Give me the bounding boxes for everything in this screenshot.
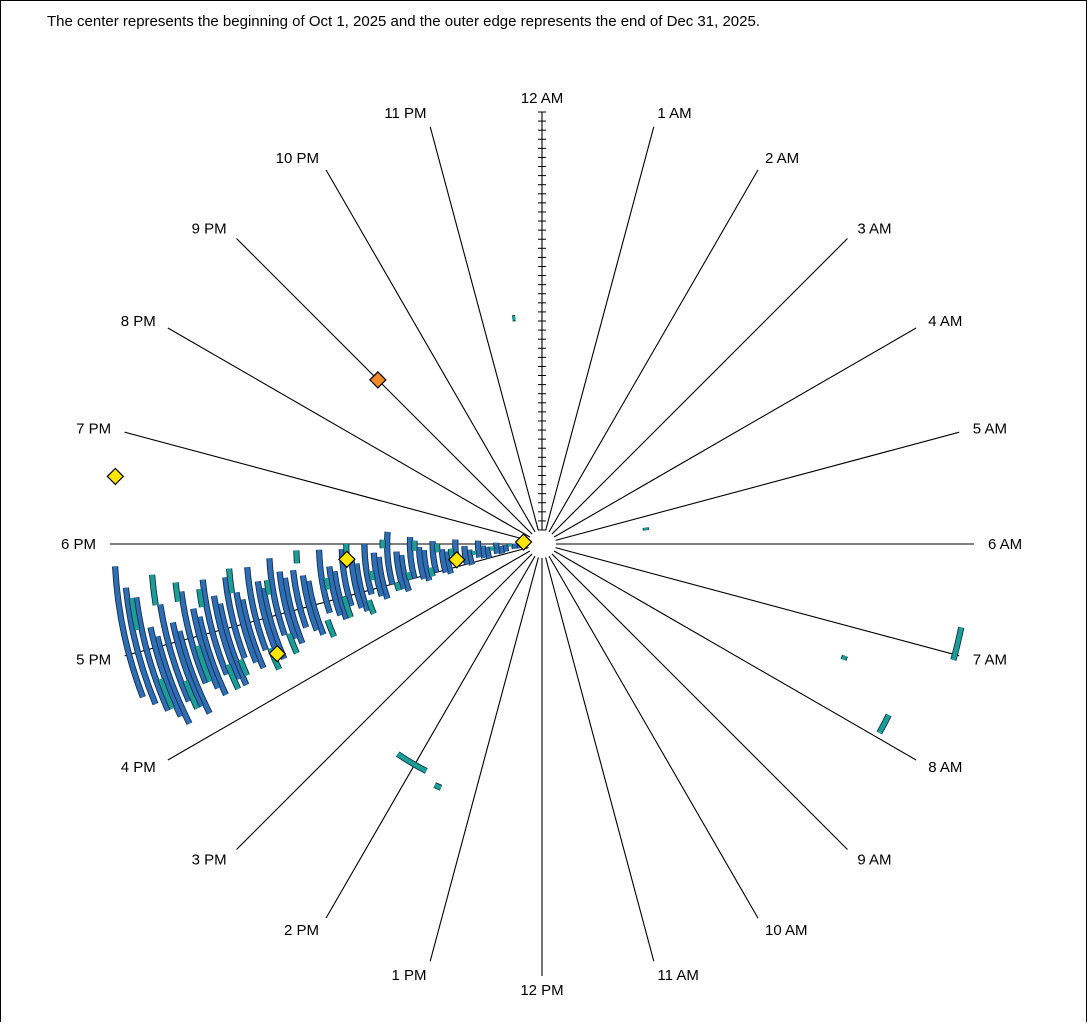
hour-axis-line — [556, 548, 960, 656]
hour-label: 1 PM — [392, 967, 427, 984]
blue-arc-outline — [115, 566, 143, 697]
hour-label: 8 AM — [928, 759, 962, 776]
hour-axes — [110, 112, 974, 976]
teal-arc — [176, 583, 179, 602]
teal-arc — [435, 785, 441, 788]
teal-arc — [326, 578, 328, 589]
hour-label: 11 PM — [384, 105, 426, 122]
hour-label: 5 PM — [76, 651, 111, 668]
hour-label: 1 AM — [657, 105, 691, 122]
teal-arc — [397, 583, 399, 591]
hour-axis-line — [552, 554, 848, 850]
hour-axis-line — [430, 127, 538, 531]
hour-axis-line — [168, 328, 530, 537]
hour-label: 9 PM — [192, 221, 227, 238]
teal-arc — [267, 580, 269, 594]
hour-label: 4 PM — [121, 759, 156, 776]
blue-arc — [364, 544, 371, 594]
hour-label: 2 AM — [765, 150, 799, 167]
blue-arc — [501, 546, 502, 553]
hour-label: 9 AM — [857, 851, 891, 868]
hour-label: 10 PM — [276, 150, 319, 167]
hour-axis-line — [125, 432, 529, 540]
hour-label: 6 AM — [988, 536, 1022, 553]
hour-label: 4 AM — [928, 313, 962, 330]
teal-arc — [229, 569, 232, 594]
blue-arc — [496, 543, 497, 554]
blue-arc — [505, 545, 506, 552]
blue-arc — [464, 546, 467, 564]
teal-arc — [451, 549, 452, 556]
hour-axis-line — [326, 556, 535, 918]
hour-label: 7 AM — [973, 651, 1007, 668]
hour-label: 3 PM — [192, 851, 227, 868]
hour-axis-line — [326, 170, 535, 532]
hour-axis-line — [549, 170, 758, 532]
blue-arc — [478, 541, 479, 558]
hour-label: 5 AM — [973, 421, 1007, 438]
hour-axis-line — [552, 239, 848, 535]
teal-arc — [431, 568, 433, 577]
hour-axis-line — [556, 432, 960, 540]
hour-label: 8 PM — [121, 313, 156, 330]
hour-label: 12 AM — [521, 90, 564, 107]
hour-axis-line — [546, 127, 654, 531]
yellow-diamond-marker — [107, 468, 123, 484]
teal-arc — [369, 600, 374, 613]
hour-label: 2 PM — [284, 922, 319, 939]
hour-axis-line — [554, 328, 916, 537]
blue-arc — [487, 547, 489, 558]
teal-arc — [844, 656, 846, 660]
hour-axis-line — [546, 558, 654, 962]
teal-arc — [371, 571, 373, 580]
hour-axis-line — [554, 551, 916, 760]
blue-arc — [483, 546, 485, 558]
hour-axis-line — [430, 558, 538, 962]
hour-label: 11 AM — [657, 967, 698, 984]
hour-label: 12 PM — [520, 982, 563, 999]
hour-label: 6 PM — [61, 536, 96, 553]
hour-label: 7 PM — [76, 421, 111, 438]
hour-axis-line — [237, 239, 533, 535]
hour-label: 3 AM — [857, 221, 891, 238]
hour-label: 10 AM — [765, 922, 808, 939]
hour-axis-line — [549, 556, 758, 918]
teal-arc — [296, 550, 297, 563]
teal-arc — [199, 589, 202, 607]
teal-arc — [408, 572, 410, 579]
